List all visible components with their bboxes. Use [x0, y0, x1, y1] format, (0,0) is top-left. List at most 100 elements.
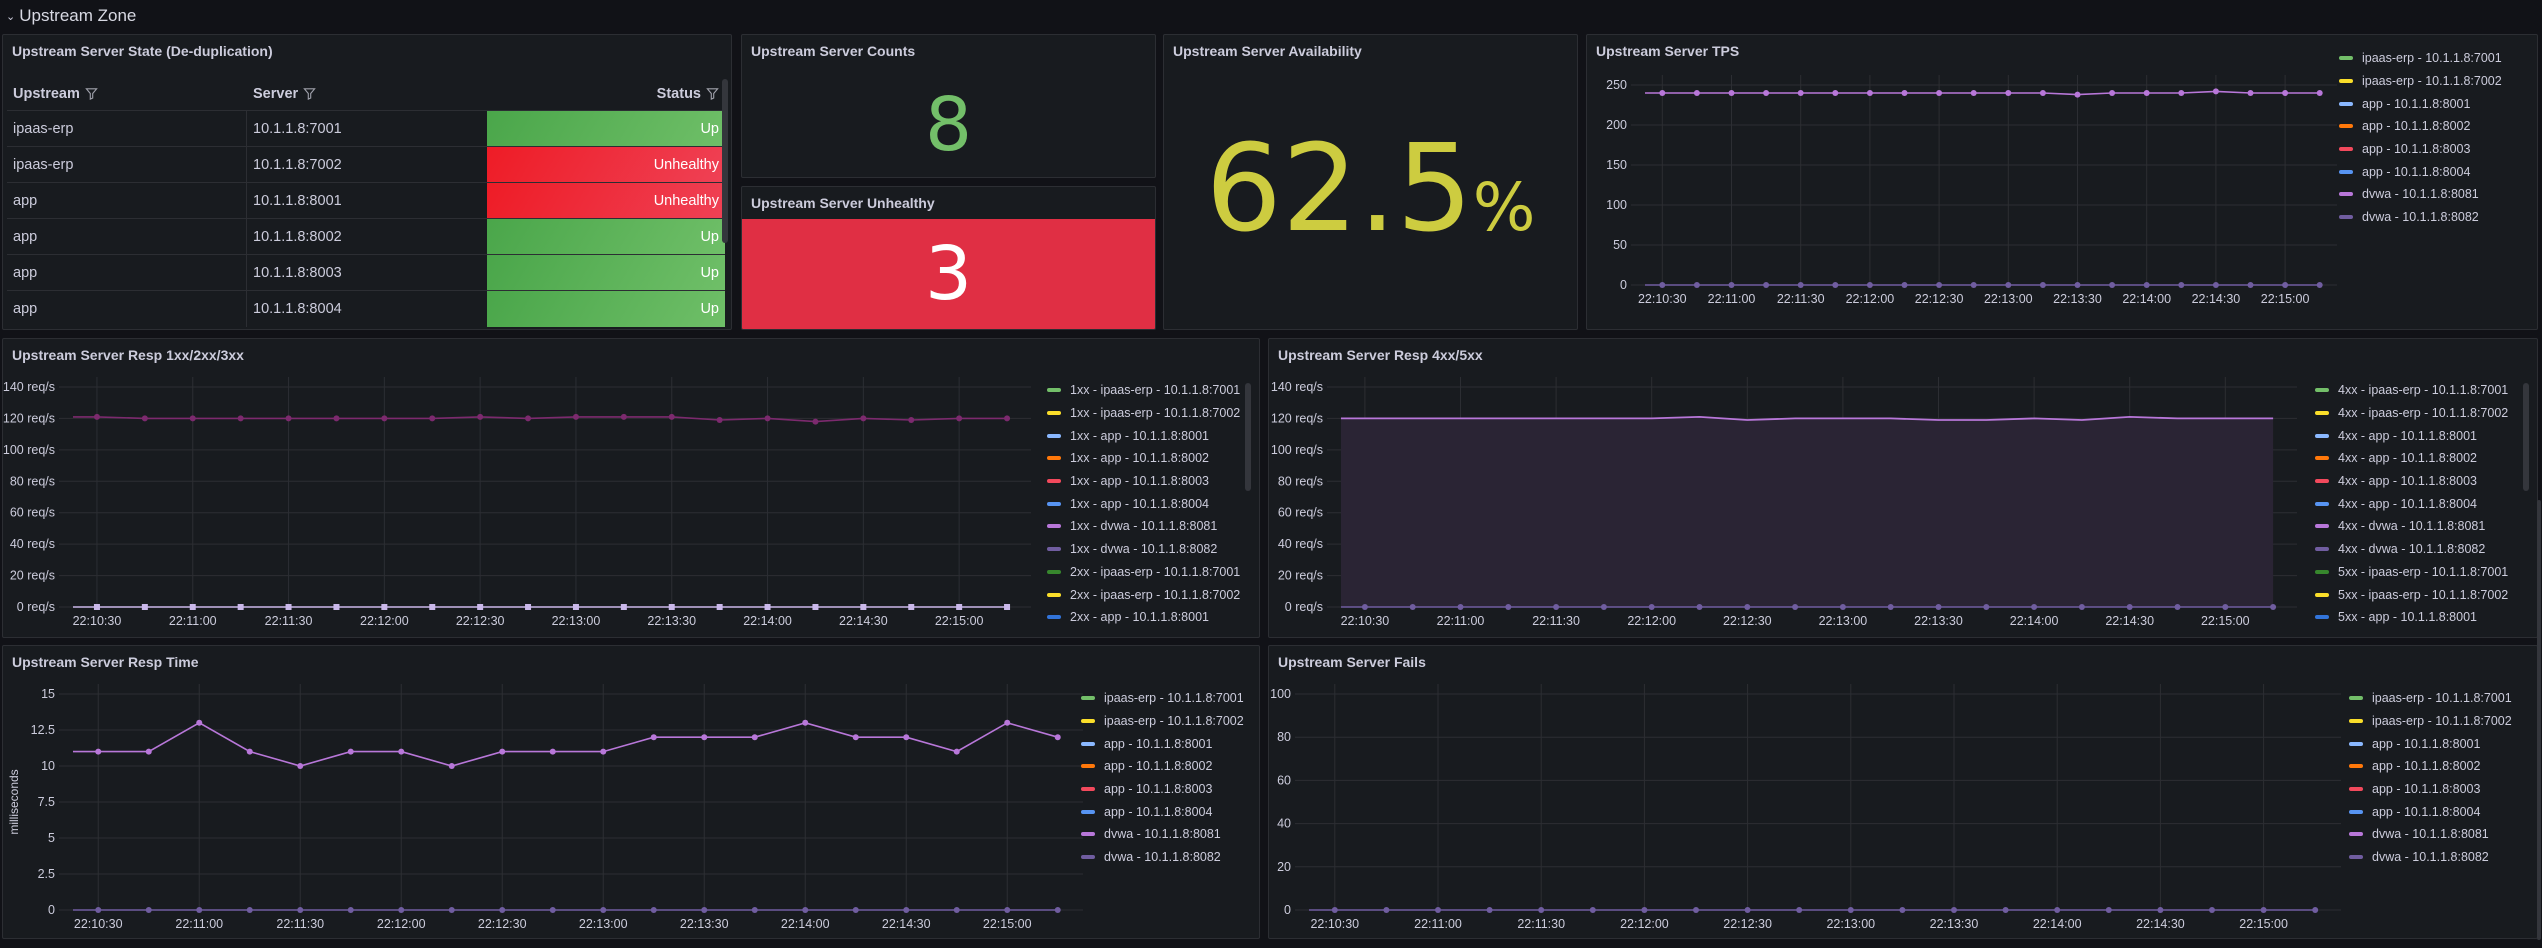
- legend-item[interactable]: ipaas-erp - 10.1.1.8:7001: [1081, 687, 1244, 710]
- data-point[interactable]: [1839, 604, 1846, 610]
- data-point[interactable]: [1832, 282, 1839, 288]
- legend-item[interactable]: 5xx - app - 10.1.1.8:8001: [2315, 606, 2508, 629]
- data-point[interactable]: [956, 415, 963, 422]
- data-point[interactable]: [1983, 604, 1990, 610]
- data-point[interactable]: [448, 907, 455, 913]
- data-point[interactable]: [2031, 604, 2038, 610]
- data-point[interactable]: [398, 907, 405, 913]
- data-point[interactable]: [2247, 282, 2254, 288]
- legend-item[interactable]: dvwa - 10.1.1.8:8082: [2339, 206, 2502, 229]
- legend-item[interactable]: app - 10.1.1.8:8004: [1081, 800, 1244, 823]
- data-point[interactable]: [549, 748, 556, 755]
- data-point[interactable]: [620, 413, 627, 420]
- data-point[interactable]: [2174, 604, 2181, 610]
- legend-item[interactable]: dvwa - 10.1.1.8:8081: [1081, 823, 1244, 846]
- data-point[interactable]: [1553, 604, 1560, 610]
- data-point[interactable]: [246, 907, 253, 913]
- data-point[interactable]: [347, 907, 354, 913]
- data-point[interactable]: [1659, 282, 1666, 288]
- data-point[interactable]: [333, 604, 340, 610]
- legend-item[interactable]: app - 10.1.1.8:8002: [2349, 755, 2512, 778]
- legend-item[interactable]: 4xx - app - 10.1.1.8:8002: [2315, 447, 2508, 470]
- data-point[interactable]: [141, 415, 148, 422]
- data-point[interactable]: [716, 417, 723, 423]
- data-point[interactable]: [852, 734, 859, 741]
- legend-item[interactable]: 1xx - app - 10.1.1.8:8003: [1047, 470, 1240, 493]
- data-point[interactable]: [141, 604, 148, 610]
- legend-item[interactable]: 2xx - ipaas-erp - 10.1.1.8:7002: [1047, 583, 1240, 606]
- data-point[interactable]: [2005, 90, 2012, 96]
- data-point[interactable]: [1744, 907, 1751, 913]
- data-point[interactable]: [1887, 604, 1894, 610]
- legend-item[interactable]: app - 10.1.1.8:8003: [2339, 138, 2502, 161]
- data-point[interactable]: [297, 763, 304, 769]
- data-point[interactable]: [2282, 282, 2289, 288]
- legend-item[interactable]: 4xx - dvwa - 10.1.1.8:8082: [2315, 538, 2508, 561]
- data-point[interactable]: [650, 907, 657, 913]
- data-point[interactable]: [2316, 90, 2323, 96]
- data-point[interactable]: [572, 604, 579, 610]
- data-point[interactable]: [751, 734, 758, 741]
- data-point[interactable]: [1054, 734, 1061, 741]
- data-point[interactable]: [1435, 907, 1441, 913]
- legend-item[interactable]: dvwa - 10.1.1.8:8082: [2349, 846, 2512, 869]
- legend-item[interactable]: app - 10.1.1.8:8003: [2349, 778, 2512, 801]
- data-point[interactable]: [1054, 907, 1061, 913]
- data-point[interactable]: [2054, 907, 2061, 913]
- data-point[interactable]: [2222, 604, 2229, 610]
- data-point[interactable]: [448, 763, 455, 769]
- data-point[interactable]: [1693, 282, 1700, 288]
- data-point[interactable]: [398, 748, 405, 755]
- data-point[interactable]: [1792, 604, 1799, 610]
- legend-item[interactable]: app - 10.1.1.8:8001: [2349, 732, 2512, 755]
- data-point[interactable]: [600, 907, 607, 913]
- data-point[interactable]: [764, 604, 771, 610]
- column-header-upstream[interactable]: Upstream: [7, 86, 247, 102]
- filter-icon[interactable]: [706, 87, 719, 100]
- data-point[interactable]: [1693, 907, 1699, 913]
- legend-item[interactable]: app - 10.1.1.8:8002: [1081, 755, 1244, 778]
- data-point[interactable]: [1797, 90, 1804, 96]
- legend-item[interactable]: 1xx - ipaas-erp - 10.1.1.8:7002: [1047, 402, 1240, 425]
- data-point[interactable]: [1796, 907, 1803, 913]
- legend-item[interactable]: ipaas-erp - 10.1.1.8:7001: [2339, 47, 2502, 70]
- data-point[interactable]: [525, 415, 532, 422]
- data-point[interactable]: [1936, 90, 1943, 96]
- legend-item[interactable]: ipaas-erp - 10.1.1.8:7001: [2349, 687, 2512, 710]
- legend-item[interactable]: ipaas-erp - 10.1.1.8:7002: [1081, 710, 1244, 733]
- data-point[interactable]: [953, 748, 960, 755]
- data-point[interactable]: [477, 413, 484, 420]
- data-point[interactable]: [2143, 282, 2150, 288]
- data-point[interactable]: [196, 719, 203, 726]
- data-point[interactable]: [1935, 604, 1942, 610]
- data-point[interactable]: [1004, 719, 1011, 726]
- chart-svg[interactable]: 0 2.5 5 7.5 10 12.5 15 22:10:30 22:11:00 22:11:30…: [3, 646, 1259, 938]
- legend-item[interactable]: app - 10.1.1.8:8004: [2339, 160, 2502, 183]
- data-point[interactable]: [246, 748, 253, 755]
- row-header-upstream-zone[interactable]: ⌄ Upstream Zone: [6, 0, 136, 32]
- legend-item[interactable]: app - 10.1.1.8:8002: [2339, 115, 2502, 138]
- data-point[interactable]: [1361, 604, 1368, 610]
- data-point[interactable]: [1847, 907, 1854, 913]
- legend-item[interactable]: app - 10.1.1.8:8001: [1081, 732, 1244, 755]
- legend-item[interactable]: app - 10.1.1.8:8001: [2339, 92, 2502, 115]
- data-point[interactable]: [2247, 90, 2254, 96]
- legend-item[interactable]: 5xx - ipaas-erp - 10.1.1.8:7001: [2315, 561, 2508, 584]
- data-point[interactable]: [2105, 907, 2112, 913]
- chart-svg[interactable]: 0 req/s 20 req/s 40 req/s 60 req/s 80 req/s 1…: [3, 339, 1259, 637]
- data-point[interactable]: [812, 604, 819, 610]
- data-point[interactable]: [549, 907, 556, 913]
- data-point[interactable]: [903, 907, 910, 913]
- data-point[interactable]: [1763, 90, 1770, 96]
- data-point[interactable]: [1505, 604, 1512, 610]
- data-point[interactable]: [1589, 907, 1596, 913]
- legend-item[interactable]: 2xx - ipaas-erp - 10.1.1.8:7001: [1047, 561, 1240, 584]
- data-point[interactable]: [2039, 90, 2046, 96]
- legend-item[interactable]: ipaas-erp - 10.1.1.8:7002: [2349, 710, 2512, 733]
- data-point[interactable]: [1866, 90, 1873, 96]
- legend-item[interactable]: 4xx - app - 10.1.1.8:8003: [2315, 470, 2508, 493]
- data-point[interactable]: [93, 413, 100, 420]
- data-point[interactable]: [2312, 907, 2319, 913]
- data-point[interactable]: [2270, 604, 2277, 610]
- filter-icon[interactable]: [85, 87, 98, 100]
